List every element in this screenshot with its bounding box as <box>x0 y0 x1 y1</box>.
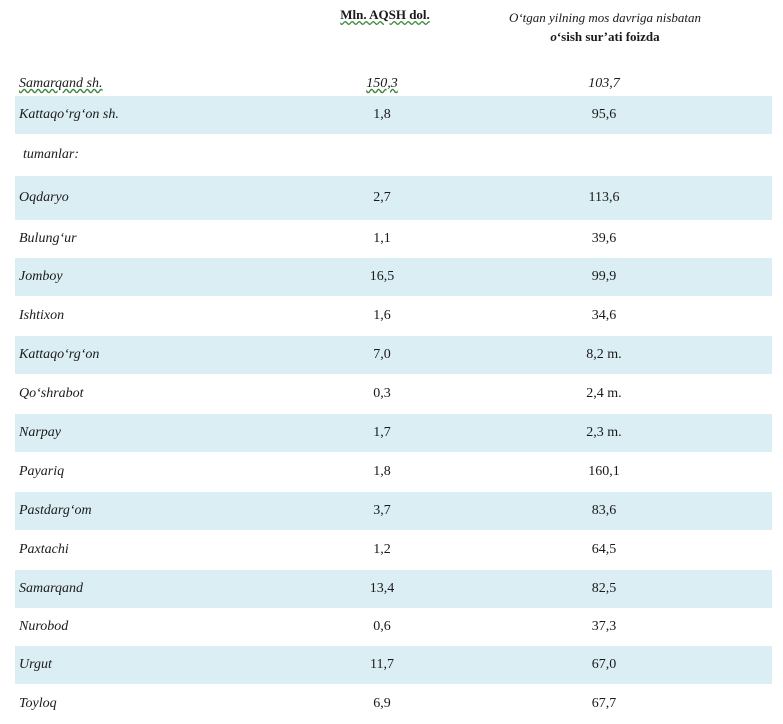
region-name: Qo‘shrabot <box>19 386 84 401</box>
value-mln-usd: 0,6 <box>373 619 391 634</box>
table-row: Samarqand 13,4 82,5 <box>15 570 772 608</box>
growth-header-line2-rest: ‘sish sur’ati foizda <box>556 29 660 44</box>
value-mln-usd: 1,8 <box>373 107 391 122</box>
value-mln-usd: 16,5 <box>369 269 395 284</box>
value-growth-percent: 83,6 <box>591 503 617 518</box>
value-mln-usd: 1,1 <box>373 231 391 246</box>
value-mln-usd: 2,7 <box>373 190 391 205</box>
region-name: Payariq <box>19 464 65 479</box>
region-name: Samarqand <box>19 581 84 596</box>
table-row: Urgut 11,7 67,0 <box>15 646 772 684</box>
value-mln-usd: 11,7 <box>370 657 394 672</box>
table-row: Nurobod 0,6 37,3 <box>15 608 772 646</box>
region-name: Urgut <box>19 657 52 672</box>
table-row: Kattaqo‘rg‘on sh. 1,8 95,6 <box>15 96 772 134</box>
column-header-mln-usd: Mln. AQSH dol. <box>340 7 430 22</box>
region-name: Narpay <box>19 425 61 440</box>
value-mln-usd: 13,4 <box>369 581 395 596</box>
value-mln-usd: 1,8 <box>373 464 391 479</box>
value-mln-usd: 0,3 <box>373 386 391 401</box>
value-mln-usd: 7,0 <box>373 347 391 362</box>
table-row: Samarqand sh. 150,3 103,7 <box>15 70 772 96</box>
region-name: Pastdarg‘om <box>19 503 92 518</box>
table-row: Paxtachi 1,2 64,5 <box>15 530 772 570</box>
value-growth-percent: 99,9 <box>591 269 617 284</box>
value-mln-usd: 1,2 <box>373 542 391 557</box>
value-mln-usd: 6,9 <box>373 696 391 711</box>
region-name: Oqdaryo <box>19 190 69 205</box>
value-growth-percent: 8,2 m. <box>586 347 622 362</box>
value-growth-percent: 39,6 <box>591 231 617 246</box>
value-mln-usd: 1,7 <box>373 425 391 440</box>
growth-header-line2: o‘sish sur’ati foizda <box>470 27 740 46</box>
table-row: Narpay 1,7 2,3 m. <box>15 414 772 452</box>
region-name: Jomboy <box>19 269 63 284</box>
value-growth-percent: 34,6 <box>591 308 617 323</box>
region-name: Bulung‘ur <box>19 231 77 246</box>
growth-header-line2-prefix: o <box>550 29 557 44</box>
value-mln-usd: 150,3 <box>366 76 398 91</box>
table-row: Oqdaryo 2,7 113,6 <box>15 176 772 220</box>
column-header-growth-rate: O‘tgan yilning mos davriga nisbatan o‘si… <box>470 8 740 46</box>
region-name: Kattaqo‘rg‘on <box>19 347 100 362</box>
table-row: tumanlar: <box>15 134 772 176</box>
value-growth-percent: 2,4 m. <box>586 386 622 401</box>
region-name: Paxtachi <box>19 542 69 557</box>
value-growth-percent: 67,0 <box>591 657 617 672</box>
value-growth-percent: 95,6 <box>591 107 617 122</box>
table-row: Payariq 1,8 160,1 <box>15 452 772 492</box>
table-row: Toyloq 6,9 67,7 <box>15 684 772 724</box>
value-growth-percent: 2,3 m. <box>586 425 622 440</box>
region-name: tumanlar: <box>23 147 79 162</box>
region-name: Toyloq <box>19 696 57 711</box>
table-row: Pastdarg‘om 3,7 83,6 <box>15 492 772 530</box>
value-mln-usd: 3,7 <box>373 503 391 518</box>
value-growth-percent: 64,5 <box>591 542 617 557</box>
value-growth-percent: 67,7 <box>591 696 617 711</box>
table-row: Bulung‘ur 1,1 39,6 <box>15 220 772 258</box>
value-growth-percent: 160,1 <box>588 464 620 479</box>
value-growth-percent: 37,3 <box>591 619 617 634</box>
value-growth-percent: 103,7 <box>588 76 620 91</box>
table-row: Kattaqo‘rg‘on 7,0 8,2 m. <box>15 336 772 374</box>
value-growth-percent: 82,5 <box>591 581 617 596</box>
region-name: Kattaqo‘rg‘on sh. <box>19 107 119 122</box>
table-row: Qo‘shrabot 0,3 2,4 m. <box>15 374 772 414</box>
value-growth-percent: 113,6 <box>588 190 620 205</box>
value-mln-usd: 1,6 <box>373 308 391 323</box>
region-name: Samarqand sh. <box>19 76 103 91</box>
region-name: Nurobod <box>19 619 69 634</box>
table-row: Jomboy 16,5 99,9 <box>15 258 772 296</box>
table-row: Ishtixon 1,6 34,6 <box>15 296 772 336</box>
region-name: Ishtixon <box>19 308 65 323</box>
growth-header-line1: O‘tgan yilning mos davriga nisbatan <box>508 10 702 25</box>
